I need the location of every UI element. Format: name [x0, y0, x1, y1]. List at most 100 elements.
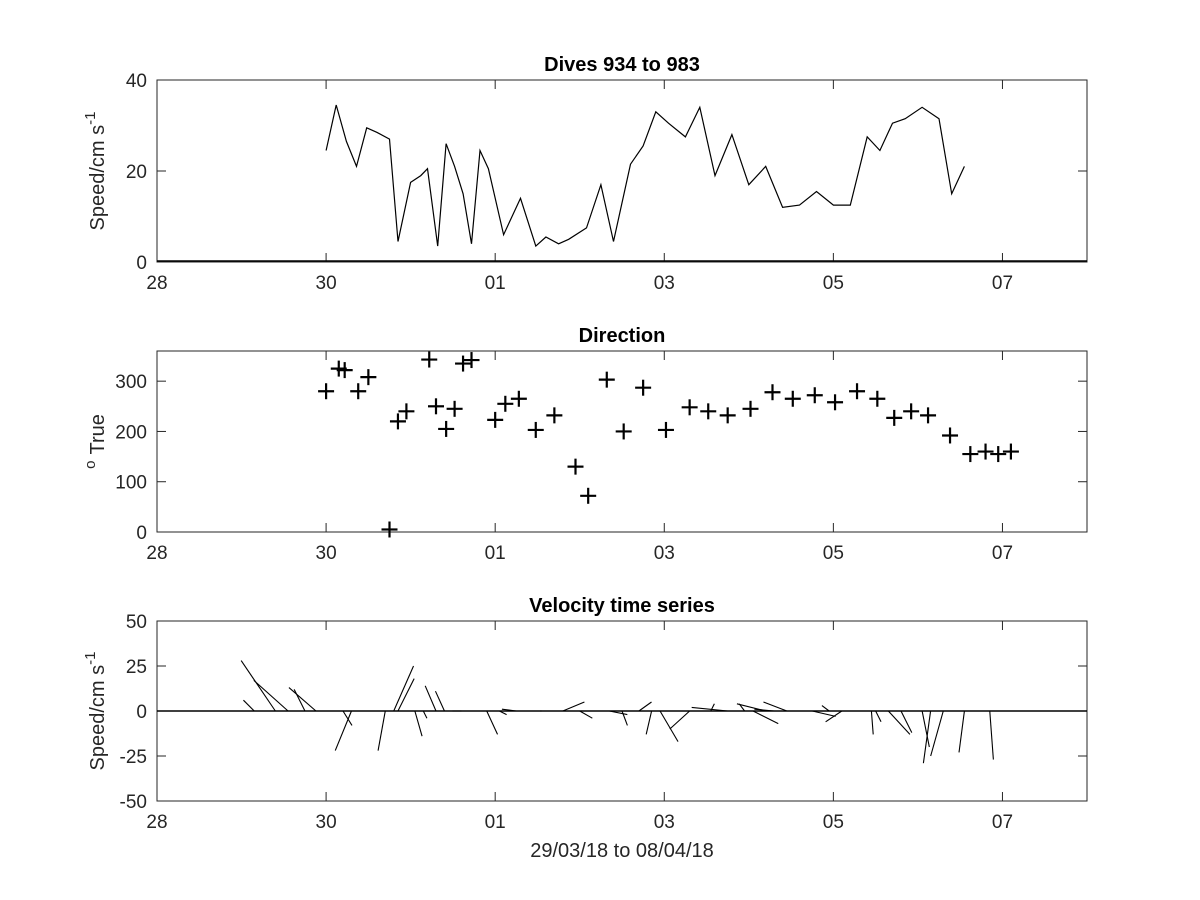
direction-point: [764, 384, 781, 401]
x-tick-label: 28: [146, 273, 167, 294]
velocity-stick: [621, 710, 628, 726]
velocity-stick: [958, 710, 965, 753]
velocity-stick: [397, 678, 415, 712]
velocity-stick: [434, 690, 445, 712]
y-tick-label: -50: [120, 792, 147, 813]
subplot-3: 28 30 01 03 05 07 -50 -25 0 25 50 Velocity time ser…: [82, 595, 1088, 862]
subplot-2: 28 30 01 03 05 07 0 100 200 300 Direction o True: [82, 325, 1088, 564]
direction-point: [806, 387, 823, 404]
velocity-stick: [638, 701, 652, 712]
direction-point: [421, 351, 438, 368]
velocity-stick: [377, 710, 386, 751]
velocity-stick: [989, 710, 994, 760]
velocity-stick: [930, 710, 944, 757]
velocity-stick: [922, 710, 932, 764]
direction-point: [742, 400, 759, 417]
velocity-stick: [887, 710, 911, 735]
direction-point: [336, 362, 353, 379]
velocity-stick: [669, 710, 691, 730]
x-axis-label: 29/03/18 to 08/04/18: [530, 840, 714, 862]
x-tick-label: 30: [316, 273, 337, 294]
chart-title: Dives 934 to 983: [544, 54, 700, 76]
velocity-stick: [334, 710, 352, 751]
direction-point: [598, 371, 615, 388]
direction-point: [567, 458, 584, 475]
chart-title: Direction: [579, 325, 666, 347]
x-tick-label: 05: [823, 273, 844, 294]
x-tick-label: 05: [823, 812, 844, 833]
y-tick-label: 100: [115, 473, 147, 494]
y-axis-label-main: Speed/cm s: [87, 665, 109, 771]
direction-point: [446, 400, 463, 417]
direction-point: [350, 383, 367, 400]
x-tick-label: 01: [485, 812, 506, 833]
velocity-stick: [486, 710, 499, 735]
velocity-stick: [243, 699, 255, 712]
y-axis-label-superscript: o: [82, 461, 99, 469]
direction-point: [990, 446, 1007, 463]
velocity-stick: [414, 710, 423, 737]
velocity-stick: [253, 679, 289, 712]
direction-point: [389, 413, 406, 430]
direction-point: [580, 487, 597, 504]
y-tick-label: 300: [115, 372, 147, 393]
direction-point: [942, 427, 959, 444]
y-axis-label: Speed/cm s-1: [82, 112, 109, 231]
velocity-stick: [240, 660, 276, 712]
velocity-stick: [609, 710, 628, 716]
velocity-stick: [870, 710, 874, 735]
x-tick-label: 01: [485, 273, 506, 294]
velocity-stick: [645, 710, 653, 735]
direction-point: [635, 379, 652, 396]
direction-point: [920, 407, 937, 424]
velocity-stick: [812, 710, 836, 717]
velocity-stick: [754, 708, 775, 712]
direction-point: [487, 411, 504, 428]
velocity-stick: [825, 710, 843, 723]
y-axis-label: Speed/cm s-1: [82, 652, 109, 771]
direction-point: [977, 443, 994, 460]
direction-point: [428, 398, 444, 415]
y-tick-label: 200: [115, 422, 147, 443]
direction-point: [886, 409, 903, 426]
direction-point: [438, 420, 455, 437]
velocity-stick: [424, 685, 437, 712]
direction-point: [463, 352, 480, 369]
x-tick-label: 03: [654, 273, 675, 294]
y-axis-label-main: True: [87, 414, 109, 454]
direction-point: [360, 369, 377, 386]
speed-series-line: [325, 104, 965, 248]
direction-point: [527, 421, 544, 438]
direction-point: [455, 355, 472, 372]
x-tick-label: 28: [146, 812, 167, 833]
direction-point: [381, 521, 398, 538]
direction-point: [681, 399, 698, 416]
direction-point: [510, 390, 527, 407]
x-tick-label: 28: [146, 543, 167, 564]
x-tick-label: 01: [485, 543, 506, 564]
velocity-stick: [562, 701, 585, 712]
x-tick-label: 07: [992, 812, 1013, 833]
axes-frame: [156, 350, 1088, 533]
x-tick-label: 05: [823, 543, 844, 564]
direction-point: [615, 423, 632, 440]
x-tick-label: 07: [992, 273, 1013, 294]
velocity-stick: [821, 705, 830, 712]
x-tick-label: 30: [316, 812, 337, 833]
y-tick-label: 0: [136, 702, 147, 723]
velocity-stick: [501, 708, 517, 712]
y-tick-label: 0: [136, 253, 147, 274]
velocity-stick: [393, 665, 415, 712]
velocity-stick: [579, 710, 593, 719]
y-tick-label: 25: [126, 657, 147, 678]
y-axis-label-superscript: -1: [82, 112, 99, 125]
direction-point: [962, 446, 979, 463]
velocity-stick: [752, 710, 779, 725]
velocity-stick: [659, 710, 679, 742]
velocity-stick: [763, 701, 788, 712]
x-tick-label: 03: [654, 543, 675, 564]
velocity-stick: [691, 706, 728, 712]
velocity-stick: [342, 710, 353, 726]
direction-point: [318, 383, 335, 400]
